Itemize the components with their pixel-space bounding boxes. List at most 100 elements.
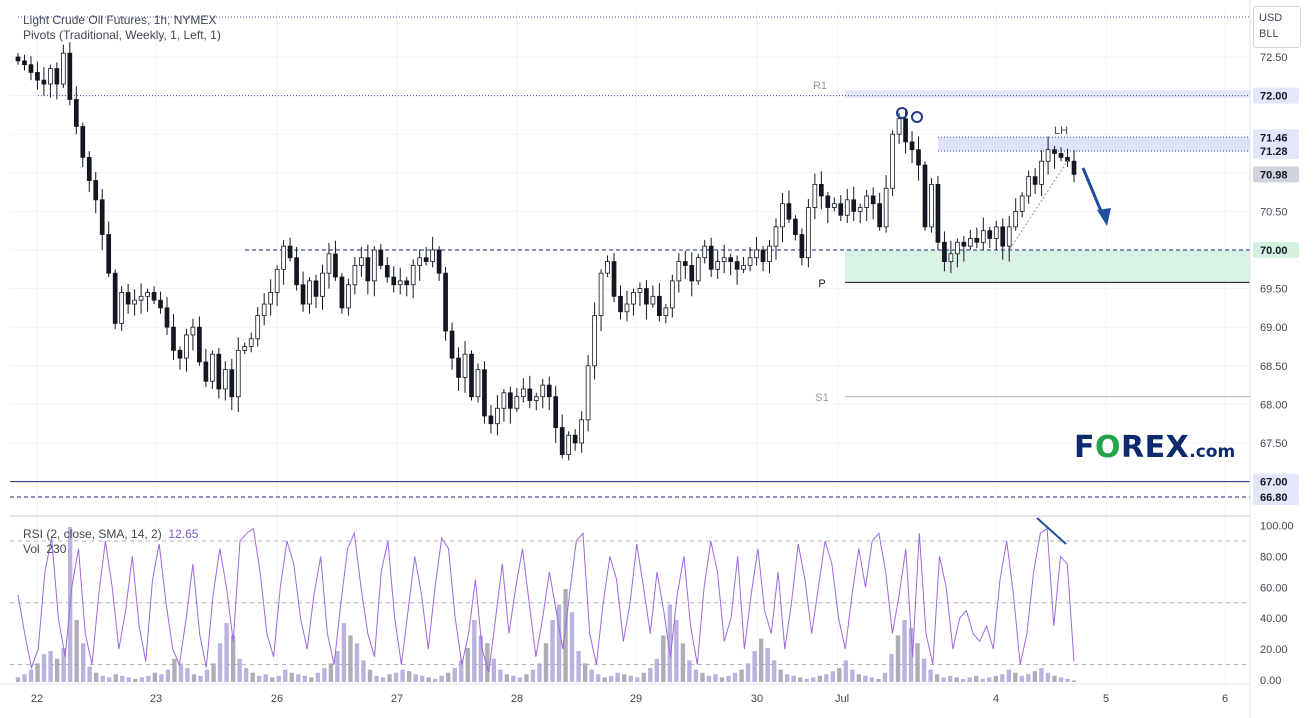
volume-bar bbox=[856, 674, 862, 682]
candle-body bbox=[210, 353, 215, 382]
volume-bar bbox=[648, 668, 653, 682]
candle-body bbox=[320, 272, 325, 297]
volume-bar bbox=[80, 643, 86, 682]
candle-body bbox=[546, 384, 552, 398]
volume-bar bbox=[459, 660, 464, 682]
candle-body bbox=[644, 288, 649, 305]
volume-bar bbox=[543, 643, 549, 682]
candle-body bbox=[171, 326, 176, 351]
candle-body bbox=[1071, 160, 1077, 175]
time-tick-label: 30 bbox=[751, 693, 763, 705]
candle-body bbox=[229, 369, 235, 398]
volume-bar bbox=[1026, 674, 1031, 682]
price-axis[interactable]: 72.5071.5070.5069.5069.0068.5068.0067.50… bbox=[1249, 0, 1299, 718]
time-tick-label: 5 bbox=[1103, 693, 1109, 705]
candle-body bbox=[73, 99, 79, 127]
volume-bar bbox=[700, 672, 705, 682]
volume-bar bbox=[595, 674, 601, 682]
volume-bar bbox=[517, 677, 523, 682]
candle-body bbox=[430, 249, 435, 262]
candle-body bbox=[352, 265, 358, 286]
volume-bar bbox=[15, 677, 21, 682]
candle-body bbox=[948, 253, 954, 262]
volume-bar bbox=[224, 623, 229, 682]
price-tag-label: 71.46 bbox=[1260, 132, 1288, 144]
candle-body bbox=[689, 265, 695, 282]
candle-body bbox=[41, 79, 47, 85]
candle-body bbox=[864, 195, 870, 208]
volume-bar bbox=[315, 672, 321, 682]
candle-body bbox=[371, 249, 377, 282]
candle-body bbox=[631, 292, 636, 305]
price-tag bbox=[1253, 87, 1299, 104]
volume-bar bbox=[693, 669, 699, 682]
candle-body bbox=[734, 261, 740, 270]
candle-body bbox=[786, 203, 792, 220]
volume-bar bbox=[719, 677, 725, 682]
volume-bar bbox=[419, 675, 425, 682]
price-tag bbox=[1253, 129, 1299, 146]
volume-bar bbox=[784, 674, 790, 682]
volume-bar bbox=[54, 658, 60, 682]
price-tick-label: 68.50 bbox=[1260, 361, 1288, 373]
volume-bar bbox=[569, 612, 575, 682]
candle-body bbox=[890, 133, 895, 189]
volume-bar bbox=[446, 672, 451, 682]
volume-bar bbox=[322, 668, 327, 682]
down-arrow bbox=[1081, 167, 1105, 217]
volume-bar bbox=[921, 658, 927, 682]
candle-body bbox=[624, 303, 630, 313]
candle-body bbox=[566, 434, 572, 455]
candle-body bbox=[903, 118, 908, 143]
price-tag bbox=[1253, 489, 1299, 506]
candle-body bbox=[877, 203, 882, 228]
volume-bar bbox=[758, 638, 764, 682]
candle-body bbox=[812, 183, 818, 208]
volume-bar bbox=[589, 669, 594, 682]
candle-body bbox=[281, 245, 286, 270]
candle-body bbox=[605, 261, 610, 274]
volume-bar bbox=[498, 669, 503, 682]
price-tag bbox=[1253, 166, 1299, 183]
volume-bar bbox=[791, 675, 796, 682]
candle-body bbox=[961, 241, 967, 247]
volume-bar bbox=[309, 677, 314, 682]
volume-bar bbox=[87, 666, 92, 682]
candle-body bbox=[974, 238, 980, 243]
peak-marker bbox=[911, 111, 923, 123]
candle-body bbox=[896, 118, 902, 135]
time-tick-label: 27 bbox=[391, 693, 403, 705]
candle-body bbox=[423, 257, 429, 262]
candle-body bbox=[637, 288, 643, 293]
candle-body bbox=[611, 261, 617, 297]
volume-bar bbox=[1052, 675, 1057, 682]
time-axis[interactable]: 22 23 26 27 28 29 30 Jul 4 5 6 bbox=[0, 683, 1250, 705]
currency-selector[interactable]: USD BLL bbox=[1253, 6, 1301, 48]
volume-bar bbox=[361, 660, 366, 682]
candle-body bbox=[177, 349, 183, 359]
time-tick-label: 4 bbox=[993, 693, 999, 705]
candle-body bbox=[942, 241, 947, 262]
candle-body bbox=[222, 369, 228, 390]
time-tick-label: Jul bbox=[835, 693, 849, 705]
candle-body bbox=[482, 369, 487, 417]
volume-bar bbox=[146, 675, 151, 682]
candle-body bbox=[559, 427, 565, 455]
candle-body bbox=[514, 396, 520, 409]
volume-bar bbox=[882, 672, 888, 682]
volume-bar bbox=[485, 643, 490, 682]
candle-body bbox=[540, 384, 546, 398]
currency-unit: BLL bbox=[1259, 28, 1279, 40]
volume-bar bbox=[270, 677, 275, 682]
candle-body bbox=[1026, 176, 1031, 197]
candle-body bbox=[955, 241, 960, 255]
candle-body bbox=[112, 272, 118, 324]
candle-body bbox=[618, 295, 623, 313]
candle-body bbox=[780, 203, 785, 228]
candle-body bbox=[754, 249, 759, 259]
rsi-axis: 100.00 80.00 60.00 40.00 20.00 0.00 bbox=[1260, 521, 1294, 688]
price-tag bbox=[1253, 473, 1299, 490]
candle-body bbox=[235, 349, 241, 398]
candle-body bbox=[806, 207, 811, 259]
